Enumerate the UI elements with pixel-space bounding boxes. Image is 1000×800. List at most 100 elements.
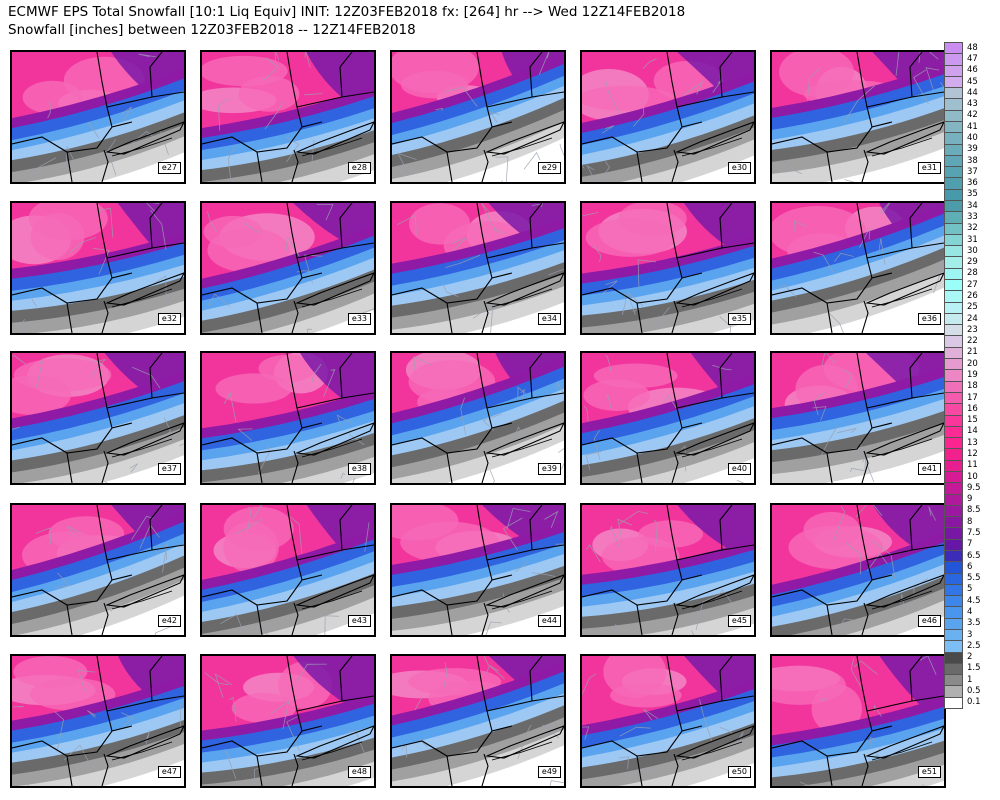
snowfall-map [202,203,374,333]
colorbar-label: 41 [967,121,978,132]
member-label: e32 [157,313,181,325]
snowfall-map [772,505,944,635]
colorbar-label: 25 [967,302,978,313]
ensemble-member-panel: e40 [580,351,756,485]
colorbar-label: 20 [967,358,978,369]
snowfall-map [12,656,184,786]
ensemble-member-panel: e32 [10,201,186,335]
colorbar-label: 45 [967,76,978,87]
colorbar-label: 21 [967,347,978,358]
snowfall-map [202,505,374,635]
colorbar-label: 36 [967,178,978,189]
colorbar-label: 5 [967,584,973,595]
ensemble-member-panel: e43 [200,503,376,637]
snowfall-map [12,203,184,333]
colorbar-label: 3 [967,629,973,640]
ensemble-member-panel: e31 [770,50,946,184]
member-label: e41 [917,463,941,475]
colorbar-label: 4.5 [967,595,981,606]
colorbar-label: 7.5 [967,528,981,539]
colorbar-label: 29 [967,257,978,268]
member-label: e40 [727,463,751,475]
snowfall-map [392,656,564,786]
colorbar-label: 33 [967,211,978,222]
colorbar-label: 22 [967,336,978,347]
colorbar-label: 1 [967,674,973,685]
colorbar-label: 48 [967,42,978,53]
colorbar-label: 1.5 [967,663,981,674]
member-label: e38 [347,463,371,475]
colorbar-label: 43 [967,99,978,110]
snowfall-map [12,52,184,182]
colorbar-label: 30 [967,245,978,256]
snowfall-map [582,353,754,483]
colorbar-label: 0.1 [967,697,981,708]
colorbar-label: 18 [967,381,978,392]
colorbar-label: 15 [967,415,978,426]
snowfall-map [202,52,374,182]
colorbar-label: 10 [967,471,978,482]
ensemble-member-panel: e42 [10,503,186,637]
colorbar-label: 24 [967,313,978,324]
colorbar-label: 2 [967,652,973,663]
ensemble-member-panel: e36 [770,201,946,335]
colorbar-label: 17 [967,392,978,403]
colorbar-label: 27 [967,279,978,290]
snowfall-map [12,353,184,483]
colorbar-label: 13 [967,437,978,448]
ensemble-member-panel: e49 [390,654,566,788]
colorbar-label: 16 [967,403,978,414]
snowfall-colorbar: 48 47 46 45 44 43 42 41 40 39 38 37 36 35 34 33 32 31 30 29… [944,42,990,709]
ensemble-member-panel: e33 [200,201,376,335]
colorbar-label: 44 [967,87,978,98]
chart-subtitle: Snowfall [inches] between 12Z03FEB2018 -… [8,22,416,38]
colorbar-label: 31 [967,234,978,245]
ensemble-member-panel: e41 [770,351,946,485]
ensemble-member-panel: e39 [390,351,566,485]
ensemble-member-panel: e45 [580,503,756,637]
colorbar-label: 47 [967,53,978,64]
colorbar-label: 12 [967,449,978,460]
member-label: e49 [537,766,561,778]
colorbar-label: 9.5 [967,482,981,493]
member-label: e34 [537,313,561,325]
member-label: e46 [917,615,941,627]
colorbar-label: 6 [967,561,973,572]
colorbar-label: 6.5 [967,550,981,561]
member-label: e48 [347,766,371,778]
member-label: e31 [917,162,941,174]
colorbar-label: 4 [967,607,973,618]
snowfall-map [202,353,374,483]
member-label: e33 [347,313,371,325]
colorbar-swatch [944,696,963,709]
colorbar-label: 5.5 [967,573,981,584]
snowfall-map [582,505,754,635]
ensemble-member-panel: e50 [580,654,756,788]
member-label: e42 [157,615,181,627]
ensemble-member-panel: e28 [200,50,376,184]
member-label: e39 [537,463,561,475]
colorbar-label: 32 [967,223,978,234]
colorbar-label: 26 [967,290,978,301]
chart-title: ECMWF EPS Total Snowfall [10:1 Liq Equiv… [8,4,686,20]
member-label: e28 [347,162,371,174]
member-label: e27 [157,162,181,174]
colorbar-label: 8.5 [967,505,981,516]
colorbar-label: 0.5 [967,686,981,697]
ensemble-member-panel: e44 [390,503,566,637]
member-label: e44 [537,615,561,627]
colorbar-label: 8 [967,516,973,527]
snowfall-map [772,203,944,333]
snowfall-map [772,52,944,182]
colorbar-label: 35 [967,189,978,200]
ensemble-member-panel: e51 [770,654,946,788]
snowfall-map [582,656,754,786]
ensemble-member-panel: e46 [770,503,946,637]
snowfall-map [392,203,564,333]
member-label: e50 [727,766,751,778]
ensemble-member-panel: e48 [200,654,376,788]
colorbar-label: 40 [967,132,978,143]
ensemble-member-panel: e27 [10,50,186,184]
ensemble-member-panel: e37 [10,351,186,485]
colorbar-label: 2.5 [967,640,981,651]
